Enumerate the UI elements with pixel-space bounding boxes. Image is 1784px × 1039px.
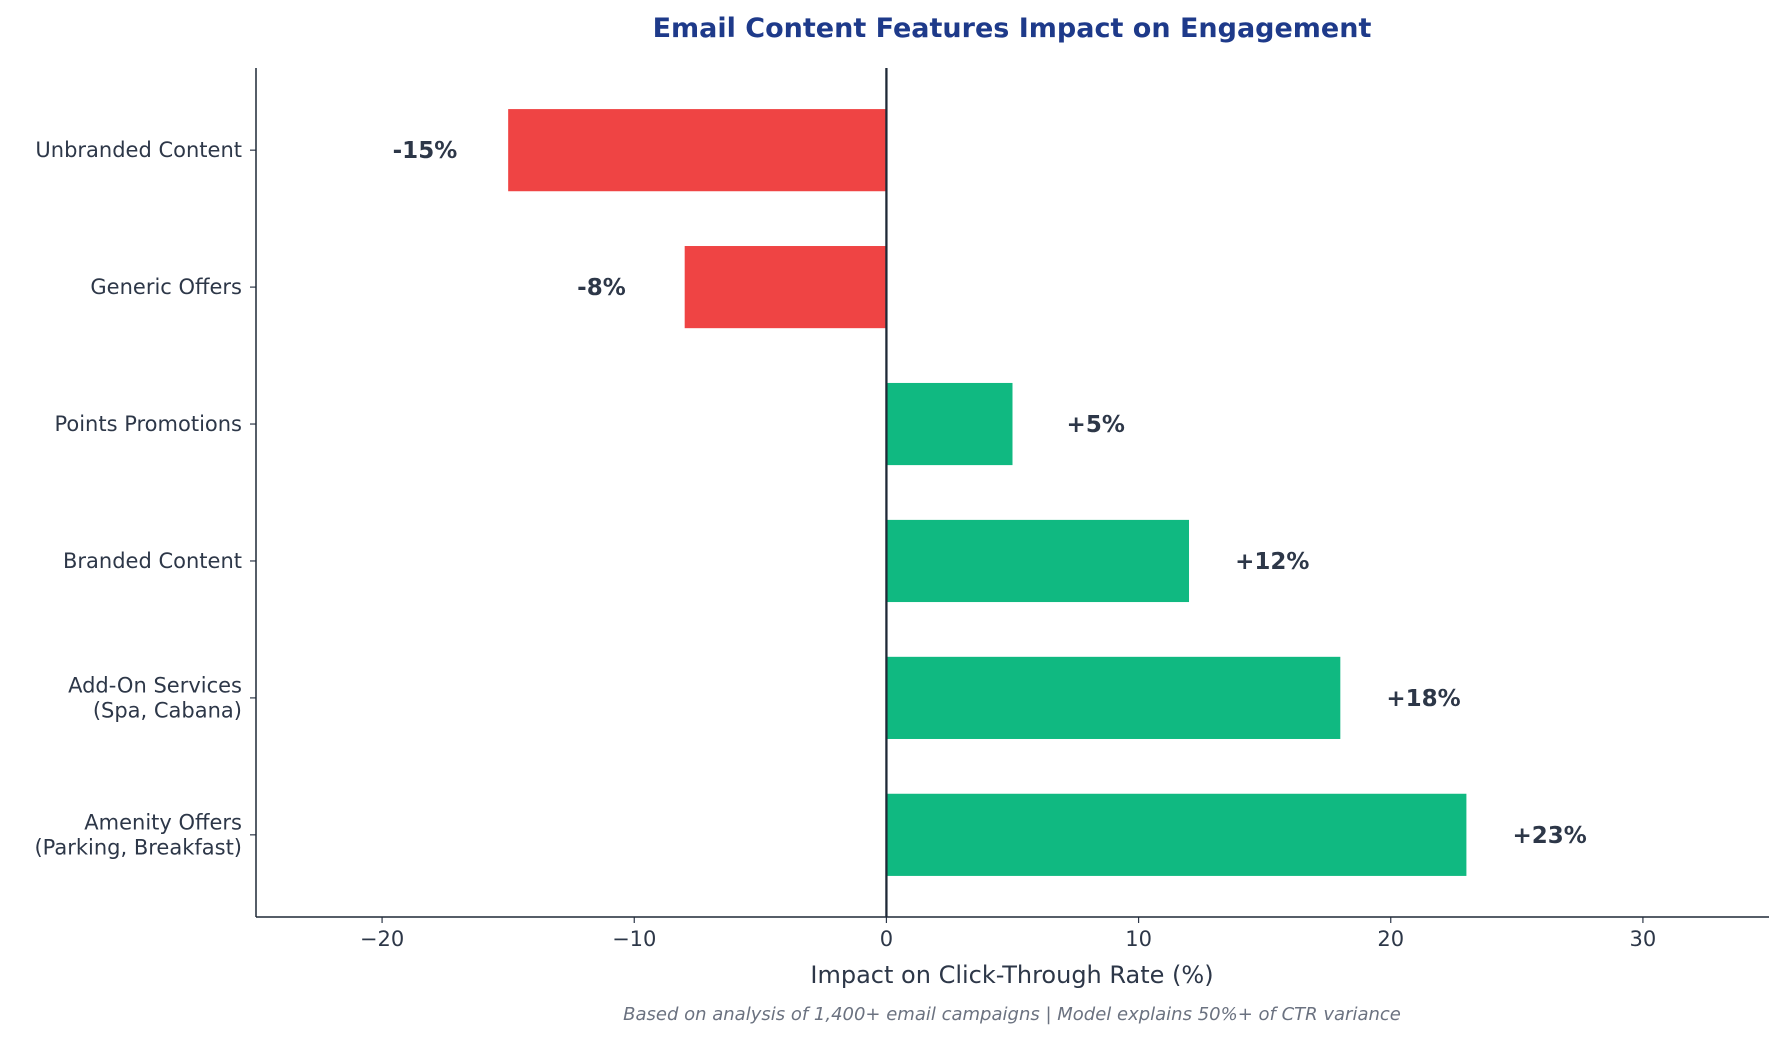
data-label: +5% <box>1067 412 1125 438</box>
data-label: +12% <box>1235 549 1309 575</box>
y-tick-label: Branded Content <box>63 549 242 573</box>
x-axis-label: Impact on Click-Through Rate (%) <box>810 961 1213 989</box>
x-tick-label: 10 <box>1125 927 1152 951</box>
data-label: -8% <box>577 275 626 301</box>
x-tick-label: 0 <box>880 927 893 951</box>
y-tick-label: Generic Offers <box>90 275 242 299</box>
bar <box>508 109 887 192</box>
footnote: Based on analysis of 1,400+ email campai… <box>623 1004 1401 1025</box>
bars: +23% +18% +12% +5% -8% -15% <box>393 109 1587 876</box>
x-tick-label: 20 <box>1377 927 1404 951</box>
y-tick-labels: Amenity Offers (Parking, Breakfast) Add-On… <box>34 138 256 859</box>
x-tick-label: −20 <box>360 927 404 951</box>
bar <box>886 382 1013 466</box>
y-tick-label: Amenity Offers (Parking, Breakfast) <box>34 810 242 859</box>
x-ticks: −20 −10 0 10 20 30 <box>360 917 1656 951</box>
bar <box>684 246 887 329</box>
data-label: -15% <box>393 138 458 164</box>
data-label: +18% <box>1386 686 1460 712</box>
bar <box>886 793 1467 876</box>
bar <box>886 519 1190 603</box>
x-tick-label: 30 <box>1630 927 1657 951</box>
bar <box>886 656 1341 739</box>
x-tick-label: −10 <box>612 927 656 951</box>
y-tick-label: Add-On Services (Spa, Cabana) <box>68 673 242 722</box>
y-tick-label: Unbranded Content <box>35 138 242 162</box>
chart-title: Email Content Features Impact on Engagem… <box>653 13 1372 44</box>
y-tick-label: Points Promotions <box>54 412 242 436</box>
data-label: +23% <box>1512 823 1586 849</box>
